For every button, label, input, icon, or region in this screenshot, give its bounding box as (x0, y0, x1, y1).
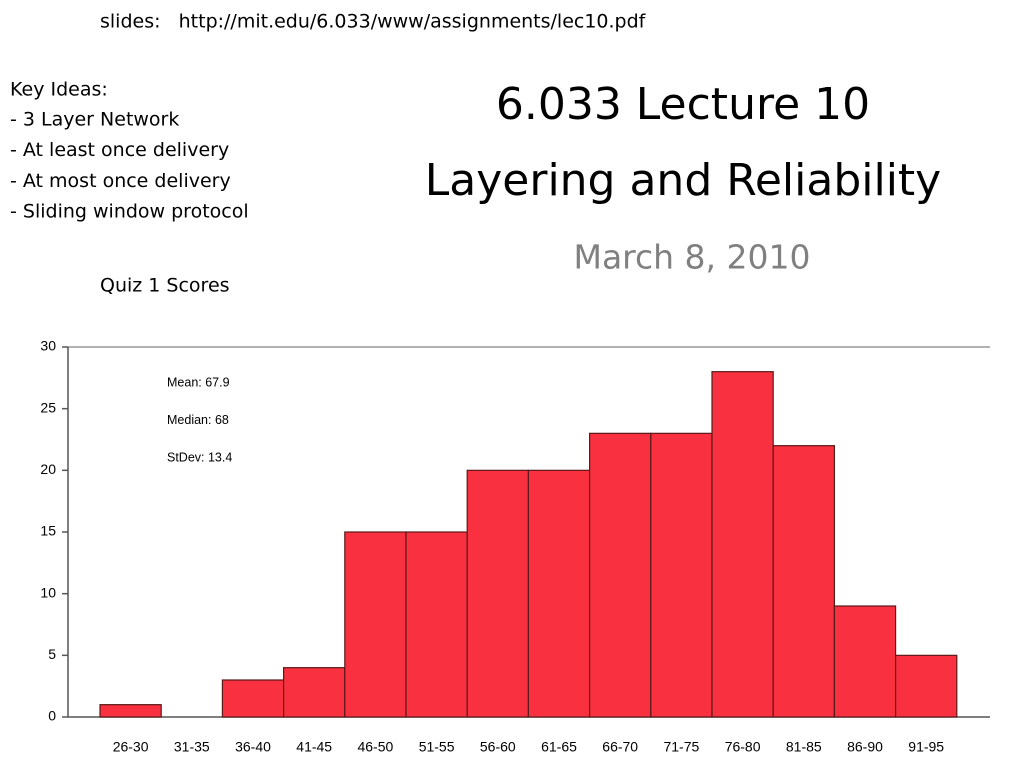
chart-title: Quiz 1 Scores (100, 275, 230, 297)
chart-annotation: Mean: 67.9 (167, 375, 230, 389)
x-tick-label: 81-85 (786, 739, 822, 755)
y-tick-label: 0 (48, 708, 56, 724)
bar (772, 445, 836, 718)
x-tick-label: 51-55 (419, 739, 455, 755)
x-tick-label: 91-95 (908, 739, 944, 755)
bar (344, 531, 407, 718)
slide-subtitle: Layering and Reliability (425, 155, 941, 206)
bar (221, 679, 285, 718)
bar (711, 371, 774, 718)
x-tick-label: 41-45 (296, 739, 332, 755)
key-ideas-heading: Key Ideas: (10, 79, 108, 101)
bar (405, 531, 468, 718)
bar (894, 654, 958, 718)
slide-date: March 8, 2010 (573, 238, 810, 277)
bar (588, 432, 652, 718)
key-idea: - 3 Layer Network (10, 109, 179, 131)
bar (99, 704, 162, 718)
y-tick-label: 30 (40, 338, 56, 354)
x-tick-label: 66-70 (602, 739, 638, 755)
key-idea: - Sliding window protocol (10, 201, 249, 223)
slides-link: slides: http://mit.edu/6.033/www/assignm… (100, 11, 647, 33)
bar (283, 667, 346, 718)
x-tick-label: 36-40 (235, 739, 271, 755)
x-tick-label: 26-30 (113, 739, 149, 755)
x-tick-label: 71-75 (663, 739, 699, 755)
x-tick-label: 86-90 (847, 739, 883, 755)
chart-annotation: Median: 68 (167, 413, 229, 427)
y-tick-label: 25 (40, 399, 56, 415)
x-tick-label: 31-35 (174, 739, 210, 755)
bar (650, 432, 713, 718)
x-tick-label: 61-65 (541, 739, 577, 755)
slide-title: 6.033 Lecture 10 (496, 79, 870, 130)
x-tick-label: 76-80 (725, 739, 761, 755)
y-tick-label: 20 (40, 461, 56, 477)
x-tick-label: 46-50 (357, 739, 393, 755)
bar (466, 469, 530, 718)
y-tick-label: 10 (40, 584, 56, 600)
y-tick-label: 5 (48, 646, 56, 662)
x-tick-label: 56-60 (480, 739, 516, 755)
key-idea: - At least once delivery (10, 139, 229, 161)
y-tick-label: 15 (40, 523, 56, 539)
bar (527, 469, 591, 718)
chart-annotation: StDev: 13.4 (167, 450, 232, 464)
bar (833, 605, 897, 718)
key-idea: - At most once delivery (10, 170, 231, 192)
